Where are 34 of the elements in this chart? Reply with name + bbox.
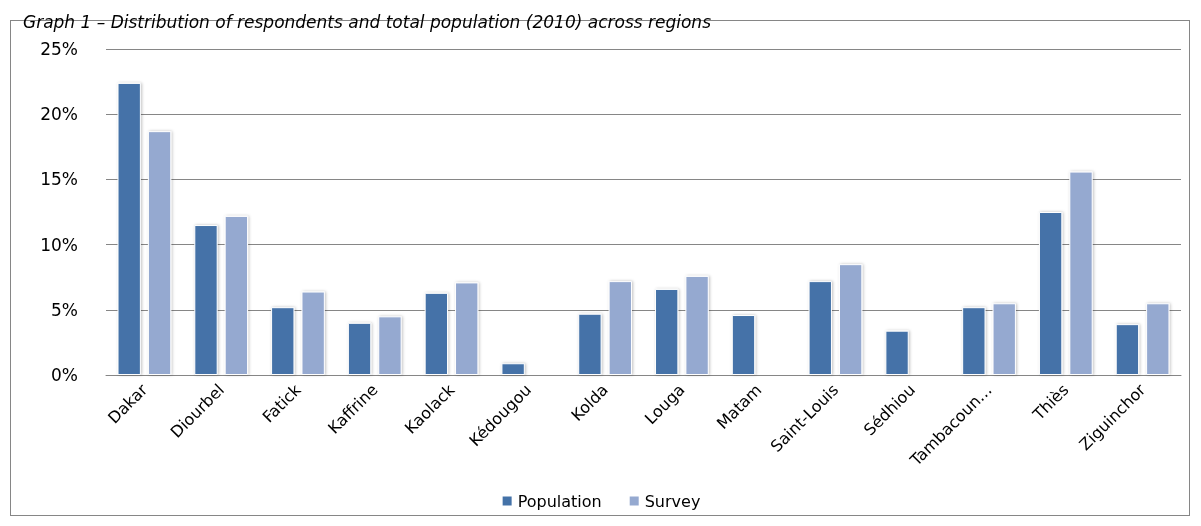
bar [378, 316, 402, 375]
bar [1146, 303, 1170, 375]
legend-label: Population [517, 491, 602, 511]
bar [117, 82, 141, 375]
bar [224, 215, 249, 375]
bar [962, 307, 986, 375]
bar [194, 225, 218, 375]
bar [655, 288, 679, 375]
legend-label: Survey [644, 491, 701, 511]
y-tick-label: 20% [40, 104, 78, 125]
bar [501, 363, 525, 375]
bar [608, 281, 632, 375]
bar [301, 291, 325, 375]
bar [1069, 171, 1093, 375]
bar [838, 264, 863, 375]
bar [271, 307, 295, 375]
bar [578, 313, 602, 375]
y-tick-label: 5% [51, 299, 78, 320]
y-tick-label: 0% [51, 365, 78, 385]
bar [731, 315, 756, 375]
bar [808, 281, 832, 375]
bar [885, 330, 909, 375]
bar [1038, 212, 1063, 375]
y-tick-label: 25% [40, 39, 78, 59]
bar [685, 275, 709, 375]
bar [147, 131, 172, 375]
bar [347, 322, 372, 375]
bar [455, 282, 479, 375]
y-tick-label: 10% [40, 234, 78, 255]
bar [992, 303, 1016, 375]
y-tick-label: 15% [40, 169, 78, 190]
bar [1115, 324, 1140, 375]
chart-title: Graph 1 – Distribution of respondents and total population (2010) across regions [23, 11, 712, 32]
bar [424, 292, 449, 375]
